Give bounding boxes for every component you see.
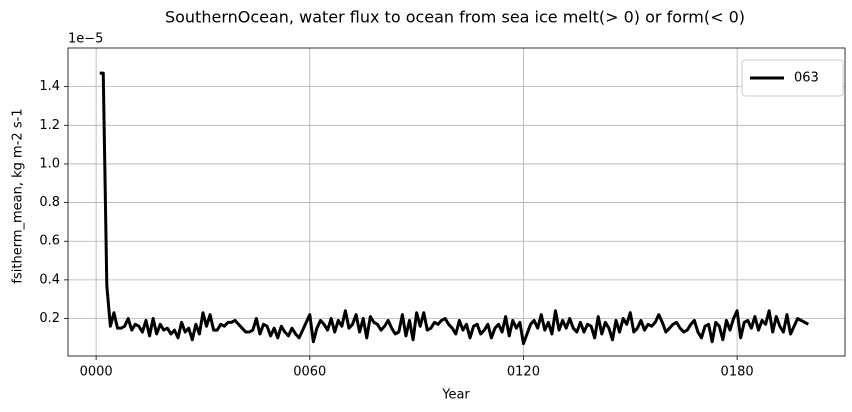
legend: 063 xyxy=(741,59,844,97)
y-tick-label: 0.6 xyxy=(39,234,60,249)
x-axis-label: Year xyxy=(441,388,470,403)
plot-frame xyxy=(67,47,846,357)
x-tick-label: 0120 xyxy=(507,365,540,380)
y-tick-label: 1.0 xyxy=(39,156,60,171)
y-tick-label: 0.4 xyxy=(39,272,60,287)
y-tick-label: 1.2 xyxy=(39,118,60,133)
y-tick-label: 1.4 xyxy=(39,79,60,94)
x-tick-label: 0180 xyxy=(721,365,754,380)
y-offset-label: 1e−5 xyxy=(68,32,103,47)
y-axis-label: fsitherm_mean, kg m-2 s-1 xyxy=(11,108,26,283)
chart-title: SouthernOcean, water flux to ocean from … xyxy=(165,8,745,27)
x-tick-label: 0000 xyxy=(80,365,113,380)
legend-label: 063 xyxy=(794,71,819,86)
y-tick-label: 0.8 xyxy=(39,195,60,210)
x-tick-label: 0060 xyxy=(293,365,326,380)
y-tick-label: 0.2 xyxy=(39,311,60,326)
data-line xyxy=(99,71,810,346)
legend-box xyxy=(741,59,844,97)
